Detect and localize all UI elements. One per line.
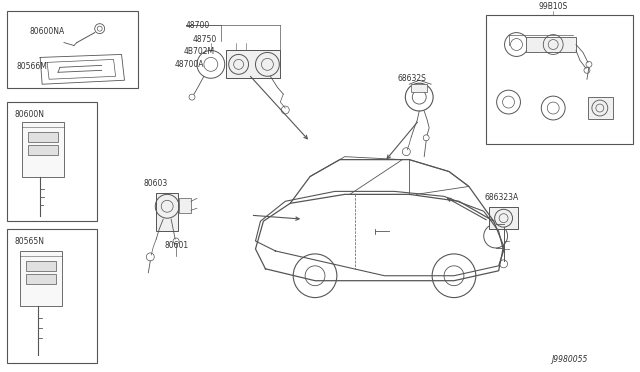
Bar [8, 229, 97, 363]
Bar [26, 274, 56, 284]
Text: 80600NA: 80600NA [29, 27, 65, 36]
Text: J9980055: J9980055 [552, 355, 588, 364]
Bar [8, 11, 138, 88]
Bar [156, 193, 178, 231]
Bar [28, 132, 58, 142]
Bar [20, 251, 62, 305]
Bar [588, 97, 612, 119]
Bar [22, 122, 64, 176]
Text: 80603: 80603 [143, 179, 168, 189]
Bar [527, 36, 576, 52]
Bar [489, 207, 518, 229]
Text: 48750: 48750 [193, 35, 217, 44]
Bar [179, 198, 191, 213]
Text: 4B702M: 4B702M [184, 46, 215, 55]
Text: 48700: 48700 [186, 21, 211, 30]
Text: 80601: 80601 [164, 241, 188, 250]
Text: 80600N: 80600N [14, 110, 44, 119]
Text: 80565N: 80565N [14, 237, 44, 246]
Text: 80566M: 80566M [17, 62, 47, 71]
Text: 99B10S: 99B10S [539, 2, 568, 11]
Bar [486, 15, 632, 144]
Bar [28, 145, 58, 155]
Bar [226, 51, 280, 78]
Bar [412, 84, 427, 92]
Text: 68632S: 68632S [397, 74, 426, 83]
Bar [8, 102, 97, 221]
Text: 48700A: 48700A [175, 60, 205, 70]
Text: 686323A: 686323A [484, 193, 519, 202]
Bar [26, 261, 56, 271]
